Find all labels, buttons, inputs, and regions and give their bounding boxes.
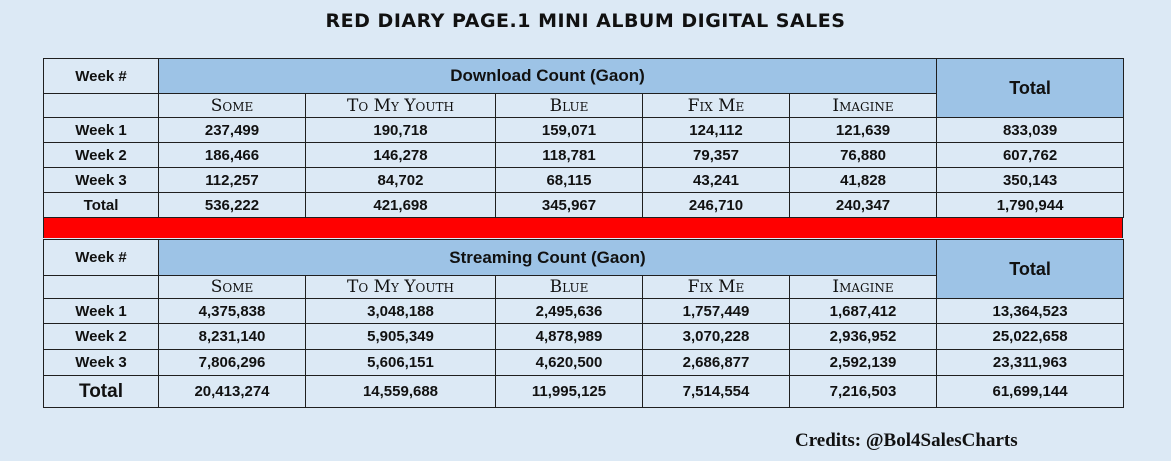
- data-cell: 186,466: [158, 142, 306, 168]
- data-cell: 7,514,554: [642, 375, 790, 408]
- data-cell: 14,559,688: [305, 375, 496, 408]
- row-total: 607,762: [936, 142, 1125, 168]
- data-cell: 79,357: [642, 142, 790, 168]
- data-cell: 68,115: [495, 167, 643, 193]
- total-header: Total: [936, 58, 1125, 118]
- data-cell: 112,257: [158, 167, 306, 193]
- column-header: Imagine: [788, 93, 938, 118]
- table-row: Week 3 112,257 84,702 68,115 43,241 41,8…: [43, 167, 1125, 193]
- data-cell: 1,687,412: [788, 298, 938, 324]
- total-row: Total 20,413,274 14,559,688 11,995,125 7…: [43, 375, 1125, 408]
- row-label: Week 1: [43, 117, 159, 143]
- data-cell: 146,278: [305, 142, 496, 168]
- data-cell: 41,828: [788, 167, 938, 193]
- empty-cell: [43, 275, 159, 299]
- data-cell: 246,710: [642, 192, 790, 218]
- data-cell: 159,071: [495, 117, 643, 143]
- data-cell: 345,967: [495, 192, 643, 218]
- data-cell: 43,241: [642, 167, 790, 193]
- column-header: Fix Me: [642, 275, 790, 299]
- column-header: Some: [158, 93, 306, 118]
- red-divider: [43, 218, 1123, 238]
- data-cell: 4,375,838: [158, 298, 306, 324]
- data-cell: 5,905,349: [305, 323, 496, 350]
- column-header: To My Youth: [305, 93, 496, 118]
- streaming-table: Week # Streaming Count (Gaon) Total Some…: [43, 239, 1125, 408]
- column-header: Fix Me: [642, 93, 790, 118]
- row-total: 350,143: [936, 167, 1125, 193]
- data-cell: 2,936,952: [788, 323, 938, 350]
- column-header: Blue: [495, 93, 643, 118]
- column-header: Some: [158, 275, 306, 299]
- row-label: Week 1: [43, 298, 159, 324]
- table-row: Week 2 186,466 146,278 118,781 79,357 76…: [43, 142, 1125, 168]
- data-cell: 7,806,296: [158, 349, 306, 376]
- row-label: Week 2: [43, 323, 159, 350]
- data-cell: 76,880: [788, 142, 938, 168]
- section-title: Streaming Count (Gaon): [157, 239, 938, 276]
- table-row: Week 3 7,806,296 5,606,151 4,620,500 2,6…: [43, 349, 1125, 376]
- row-total: 23,311,963: [936, 349, 1125, 376]
- data-cell: 3,048,188: [305, 298, 496, 324]
- row-label: Total: [43, 192, 159, 218]
- total-header: Total: [936, 239, 1125, 299]
- credits-text: Credits: @Bol4SalesCharts: [795, 430, 1018, 451]
- data-cell: 4,878,989: [495, 323, 643, 350]
- column-header: To My Youth: [305, 275, 496, 299]
- week-header: Week #: [43, 239, 159, 276]
- data-cell: 3,070,228: [642, 323, 790, 350]
- data-cell: 11,995,125: [495, 375, 643, 408]
- data-cell: 118,781: [495, 142, 643, 168]
- data-cell: 421,698: [305, 192, 496, 218]
- row-label: Week 3: [43, 167, 159, 193]
- row-total: 13,364,523: [936, 298, 1125, 324]
- data-cell: 20,413,274: [158, 375, 306, 408]
- empty-cell: [43, 93, 159, 118]
- total-row: Total 536,222 421,698 345,967 246,710 24…: [43, 192, 1125, 218]
- row-total: 61,699,144: [936, 375, 1125, 408]
- row-label: Week 2: [43, 142, 159, 168]
- data-cell: 2,592,139: [788, 349, 938, 376]
- data-cell: 5,606,151: [305, 349, 496, 376]
- row-total: 1,790,944: [936, 192, 1125, 218]
- section-title: Download Count (Gaon): [157, 58, 938, 94]
- data-cell: 84,702: [305, 167, 496, 193]
- page-title: RED DIARY PAGE.1 MINI ALBUM DIGITAL SALE…: [325, 10, 846, 32]
- table-row: Week 2 8,231,140 5,905,349 4,878,989 3,0…: [43, 323, 1125, 350]
- week-header: Week #: [43, 58, 159, 94]
- data-cell: 2,686,877: [642, 349, 790, 376]
- download-table: Week # Download Count (Gaon) Total Some …: [43, 58, 1125, 218]
- data-cell: 8,231,140: [158, 323, 306, 350]
- data-cell: 240,347: [788, 192, 938, 218]
- data-cell: 121,639: [788, 117, 938, 143]
- data-cell: 1,757,449: [642, 298, 790, 324]
- data-cell: 2,495,636: [495, 298, 643, 324]
- row-label: Week 3: [43, 349, 159, 376]
- data-cell: 536,222: [158, 192, 306, 218]
- row-label: Total: [43, 375, 159, 408]
- data-cell: 190,718: [305, 117, 496, 143]
- data-cell: 7,216,503: [788, 375, 938, 408]
- data-cell: 237,499: [158, 117, 306, 143]
- table-row: Week 1 237,499 190,718 159,071 124,112 1…: [43, 117, 1125, 143]
- data-cell: 4,620,500: [495, 349, 643, 376]
- column-header: Imagine: [788, 275, 938, 299]
- row-total: 833,039: [936, 117, 1125, 143]
- data-cell: 124,112: [642, 117, 790, 143]
- table-row: Week 1 4,375,838 3,048,188 2,495,636 1,7…: [43, 298, 1125, 324]
- row-total: 25,022,658: [936, 323, 1125, 350]
- column-header: Blue: [495, 275, 643, 299]
